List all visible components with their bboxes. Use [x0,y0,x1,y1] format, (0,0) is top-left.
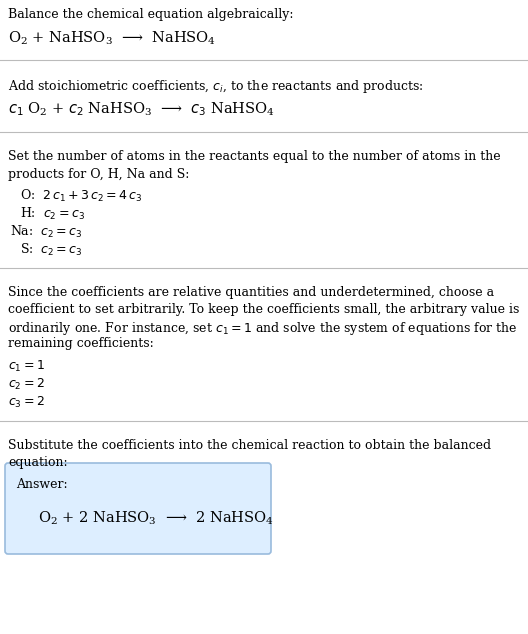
Text: $\mathregular{O_2}$ + 2 NaHSO$\mathregular{_3}$  ⟶  2 NaHSO$\mathregular{_4}$: $\mathregular{O_2}$ + 2 NaHSO$\mathregul… [38,510,274,527]
Text: $c_1$ $\mathregular{O_2}$ + $c_2$ NaHSO$\mathregular{_3}$  ⟶  $c_3$ NaHSO$\mathr: $c_1$ $\mathregular{O_2}$ + $c_2$ NaHSO$… [8,100,275,118]
Text: $c_3 = 2$: $c_3 = 2$ [8,395,45,410]
Text: coefficient to set arbitrarily. To keep the coefficients small, the arbitrary va: coefficient to set arbitrarily. To keep … [8,303,520,316]
Text: products for O, H, Na and S:: products for O, H, Na and S: [8,168,190,181]
Text: S:  $c_2 = c_3$: S: $c_2 = c_3$ [20,242,82,258]
Text: Since the coefficients are relative quantities and underdetermined, choose a: Since the coefficients are relative quan… [8,286,494,299]
Text: Balance the chemical equation algebraically:: Balance the chemical equation algebraica… [8,8,294,21]
Text: $c_2 = 2$: $c_2 = 2$ [8,377,45,392]
Text: H:  $c_2 = c_3$: H: $c_2 = c_3$ [20,206,85,222]
Text: remaining coefficients:: remaining coefficients: [8,337,154,350]
Text: $\mathregular{O_2}$ + NaHSO$\mathregular{_3}$  ⟶  NaHSO$\mathregular{_4}$: $\mathregular{O_2}$ + NaHSO$\mathregular… [8,30,216,48]
Text: Answer:: Answer: [16,478,68,491]
Text: Add stoichiometric coefficients, $c_i$, to the reactants and products:: Add stoichiometric coefficients, $c_i$, … [8,78,423,95]
Text: Substitute the coefficients into the chemical reaction to obtain the balanced: Substitute the coefficients into the che… [8,439,491,452]
FancyBboxPatch shape [5,463,271,554]
Text: equation:: equation: [8,456,68,469]
Text: ordinarily one. For instance, set $c_1 = 1$ and solve the system of equations fo: ordinarily one. For instance, set $c_1 =… [8,320,517,337]
Text: Na:  $c_2 = c_3$: Na: $c_2 = c_3$ [10,224,82,240]
Text: $c_1 = 1$: $c_1 = 1$ [8,359,45,374]
Text: Set the number of atoms in the reactants equal to the number of atoms in the: Set the number of atoms in the reactants… [8,150,501,163]
Text: O:  $2\,c_1 + 3\,c_2 = 4\,c_3$: O: $2\,c_1 + 3\,c_2 = 4\,c_3$ [20,188,143,204]
